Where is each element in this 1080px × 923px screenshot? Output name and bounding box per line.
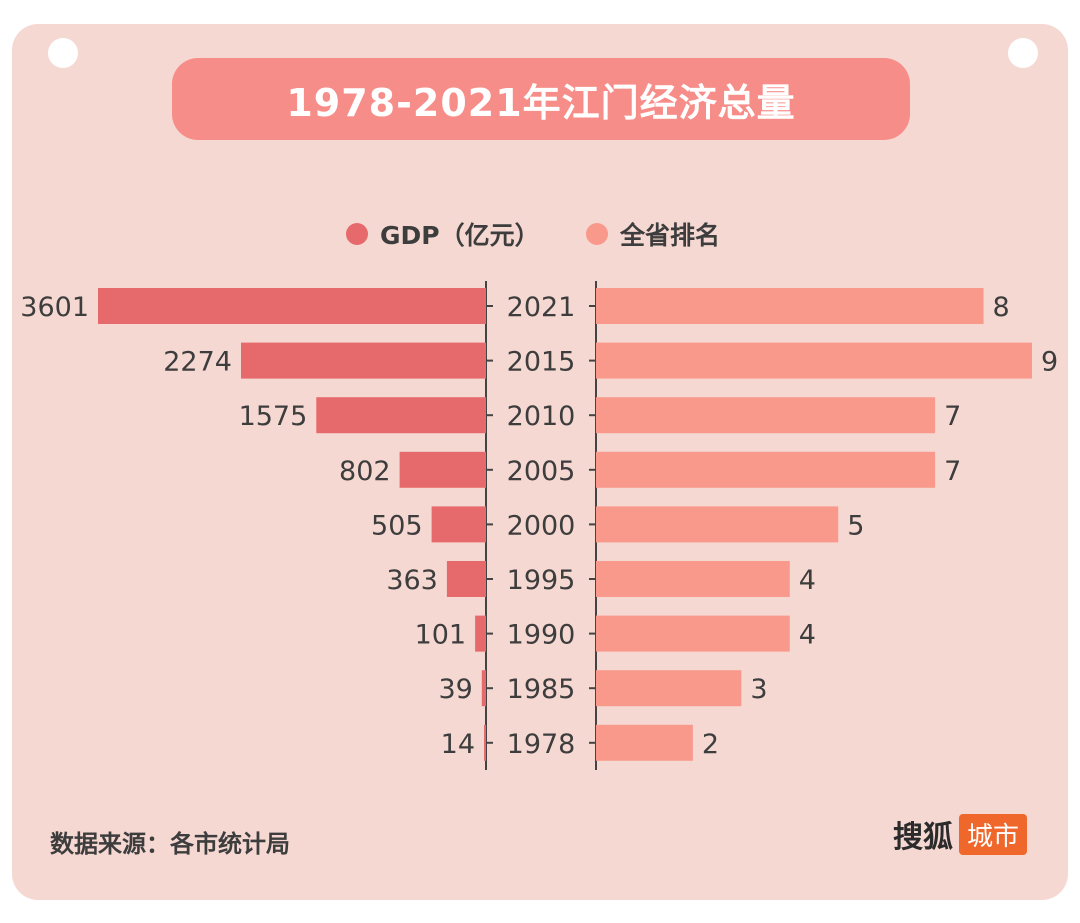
rank-bar — [596, 342, 1032, 379]
year-tick-label: 2010 — [507, 401, 576, 432]
rank-bar — [596, 670, 742, 707]
gdp-value-label: 363 — [386, 565, 438, 596]
rank-value-label: 5 — [847, 510, 864, 541]
gdp-value-label: 2274 — [163, 347, 232, 378]
year-tick-label: 2000 — [507, 510, 576, 541]
rank-value-label: 3 — [750, 674, 767, 705]
year-tick-label: 1978 — [507, 729, 576, 760]
rank-value-label: 9 — [1041, 347, 1058, 378]
legend-label-gdp: GDP（亿元） — [380, 221, 540, 250]
decorative-hole-left — [48, 38, 78, 68]
gdp-bar — [475, 615, 486, 652]
rank-value-label: 8 — [993, 292, 1010, 323]
gdp-bar — [431, 506, 486, 543]
rank-value-label: 4 — [799, 565, 816, 596]
rank-bar — [596, 615, 790, 652]
gdp-bar — [484, 724, 486, 761]
gdp-value-label: 802 — [339, 456, 391, 487]
rank-bar — [596, 451, 936, 488]
rank-value-label: 7 — [944, 401, 961, 432]
decorative-hole-right — [1008, 38, 1038, 68]
rank-value-label: 2 — [702, 729, 719, 760]
data-source: 数据来源：各市统计局 — [50, 830, 290, 858]
rank-bar — [596, 288, 984, 324]
brand-name: 搜狐 — [893, 820, 953, 855]
legend: GDP（亿元） 全省排名 — [0, 216, 1080, 252]
brand-badge: 城市 — [959, 813, 1028, 855]
brand-logo: 搜狐 城市 — [893, 812, 1028, 856]
gdp-value-label: 101 — [415, 620, 467, 651]
gdp-bar — [399, 451, 486, 488]
rank-bar — [596, 506, 839, 543]
gdp-value-label: 505 — [371, 510, 423, 541]
legend-item-rank: 全省排名 — [586, 216, 720, 252]
legend-label-rank: 全省排名 — [620, 221, 721, 250]
gdp-value-label: 39 — [438, 674, 472, 705]
title-banner: 1978-2021年江门经济总量 — [172, 58, 910, 140]
rank-bar — [596, 561, 790, 597]
legend-item-gdp: GDP（亿元） — [346, 216, 540, 252]
gdp-value-label: 1575 — [239, 401, 308, 432]
rank-bar — [596, 397, 936, 434]
gdp-value-label: 14 — [441, 729, 475, 760]
page-title: 1978-2021年江门经济总量 — [286, 80, 796, 125]
rank-bar — [596, 724, 693, 761]
rank-value-label: 4 — [799, 620, 816, 651]
year-tick-label: 1990 — [507, 620, 576, 651]
year-tick-label: 2015 — [507, 347, 576, 378]
year-tick-label: 1985 — [507, 674, 576, 705]
year-tick-label: 1995 — [507, 565, 576, 596]
gdp-bar — [481, 670, 486, 707]
gdp-value-label: 3601 — [20, 292, 89, 323]
gdp-bar — [316, 397, 486, 434]
rank-value-label: 7 — [944, 456, 961, 487]
gdp-bar — [446, 561, 486, 597]
year-tick-label: 2005 — [507, 456, 576, 487]
gdp-bar — [240, 342, 486, 379]
year-tick-label: 2021 — [507, 292, 576, 323]
legend-dot-rank — [586, 223, 608, 245]
gdp-bar — [98, 288, 486, 324]
legend-dot-gdp — [346, 223, 368, 245]
